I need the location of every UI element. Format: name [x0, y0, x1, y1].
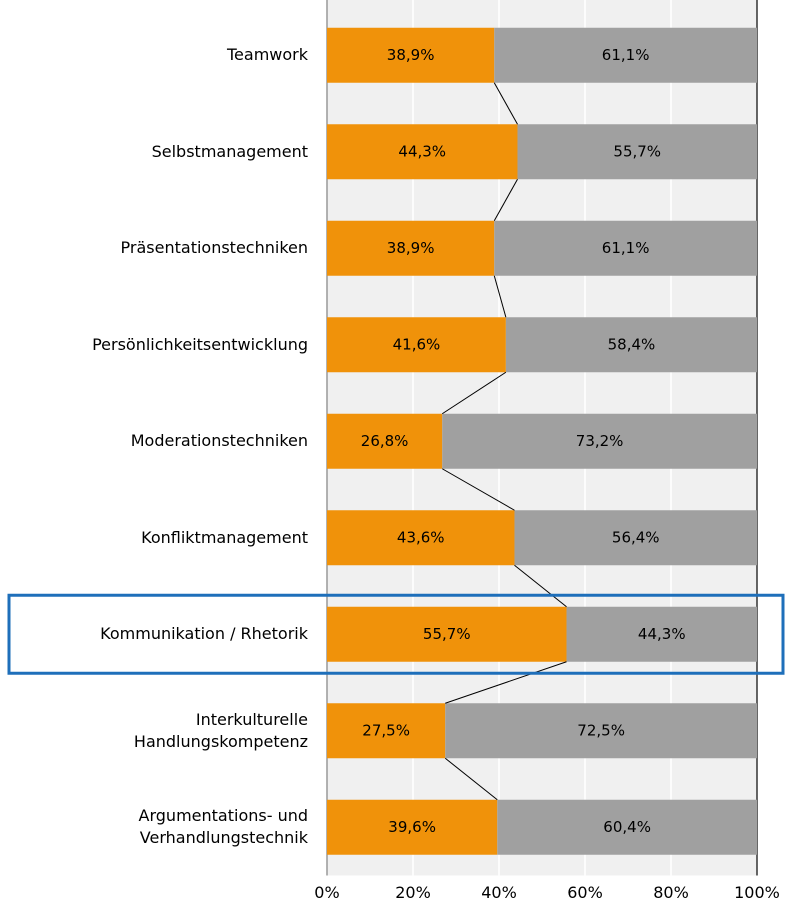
y-tick-label: Persönlichkeitsentwicklung	[92, 334, 308, 354]
series-line	[441, 371, 507, 415]
y-tick-label: Präsentationstechniken	[120, 238, 308, 258]
y-tick-label: Interkulturelle Handlungskompetenz	[133, 709, 308, 751]
bar	[327, 413, 443, 469]
bar	[505, 317, 757, 373]
bar-value-label: 55,7%	[613, 142, 661, 160]
y-tick-label: Konfliktmanagement	[141, 527, 308, 547]
bar	[327, 124, 518, 180]
bar-value-label: 41,6%	[393, 335, 441, 353]
x-tick-label: 20%	[395, 883, 431, 902]
bar	[494, 220, 757, 276]
bar	[327, 220, 495, 276]
series-line	[493, 275, 507, 318]
bar	[327, 606, 567, 662]
bar-value-label: 56,4%	[612, 528, 660, 546]
bar	[566, 606, 757, 662]
series-line	[514, 564, 567, 608]
bar	[514, 510, 757, 566]
bar	[327, 317, 506, 373]
bar	[517, 124, 757, 180]
x-tick-label: 40%	[481, 883, 517, 902]
x-tick-label: 60%	[567, 883, 603, 902]
bar-value-label: 38,9%	[387, 239, 435, 257]
x-tick-label: 100%	[734, 883, 780, 902]
x-tick-label: 0%	[314, 883, 339, 902]
bar-value-label: 72,5%	[577, 721, 625, 739]
bar-value-label: 26,8%	[361, 432, 409, 450]
bar-value-label: 61,1%	[602, 239, 650, 257]
y-tick-label: Kommunikation / Rhetorik	[100, 624, 308, 644]
bar	[327, 799, 498, 855]
bar-value-label: 27,5%	[362, 721, 410, 739]
y-tick-label: Moderationstechniken	[130, 431, 308, 451]
bar-value-label: 39,6%	[388, 818, 436, 836]
bar-value-label: 44,3%	[638, 625, 686, 643]
x-tick-label: 80%	[653, 883, 689, 902]
bar-value-label: 73,2%	[576, 432, 624, 450]
bar-value-label: 58,4%	[608, 335, 656, 353]
y-tick-label: Teamwork	[226, 45, 308, 65]
bar	[494, 27, 757, 83]
bar-value-label: 44,3%	[398, 142, 446, 160]
bar-value-label: 55,7%	[423, 625, 471, 643]
bar	[445, 703, 757, 759]
series-line	[493, 179, 518, 221]
y-tick-label: Argumentations- und Verhandlungstechnik	[138, 806, 308, 848]
bar	[327, 510, 515, 566]
series-line	[444, 757, 498, 801]
series-line	[445, 661, 567, 704]
y-tick-label: Selbstmanagement	[151, 141, 308, 161]
bar	[327, 27, 495, 83]
bar-value-label: 61,1%	[602, 46, 650, 64]
bar	[497, 799, 757, 855]
bar	[442, 413, 757, 469]
series-line	[493, 82, 518, 125]
bar-value-label: 60,4%	[603, 818, 651, 836]
bar-value-label: 43,6%	[397, 528, 445, 546]
series-line	[441, 468, 515, 511]
highlight-box	[7, 593, 785, 675]
bar	[327, 703, 446, 759]
bar-value-label: 38,9%	[387, 46, 435, 64]
